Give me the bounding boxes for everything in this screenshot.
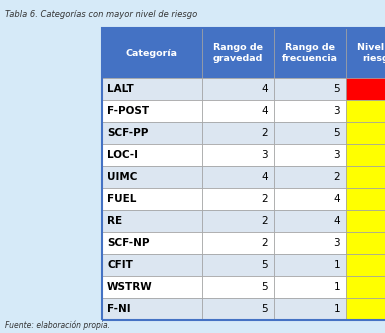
Bar	[202, 188, 274, 210]
Bar	[102, 210, 202, 232]
Text: Rango de
gravedad: Rango de gravedad	[213, 43, 263, 63]
Bar	[202, 144, 274, 166]
Text: 1: 1	[333, 282, 340, 292]
Bar	[346, 210, 385, 232]
Bar	[202, 276, 274, 298]
Bar	[274, 28, 346, 78]
Text: 5: 5	[333, 84, 340, 94]
Text: 5: 5	[261, 282, 268, 292]
Text: RE: RE	[107, 216, 122, 226]
Bar	[102, 100, 202, 122]
Text: SCF-PP: SCF-PP	[107, 128, 148, 138]
Bar	[202, 254, 274, 276]
Text: LOC-I: LOC-I	[107, 150, 138, 160]
Bar	[102, 298, 202, 320]
Text: SCF-NP: SCF-NP	[107, 238, 149, 248]
Text: 3: 3	[333, 150, 340, 160]
Bar	[274, 122, 346, 144]
Text: F-NI: F-NI	[107, 304, 131, 314]
Bar	[102, 188, 202, 210]
Bar	[346, 100, 385, 122]
Bar	[102, 232, 202, 254]
Text: F-POST: F-POST	[107, 106, 149, 116]
Bar	[102, 78, 202, 100]
Text: 2: 2	[261, 238, 268, 248]
Text: LALT: LALT	[107, 84, 134, 94]
Bar	[346, 166, 385, 188]
Bar	[102, 144, 202, 166]
Bar	[274, 232, 346, 254]
Bar	[202, 232, 274, 254]
Text: 3: 3	[333, 106, 340, 116]
Bar	[102, 28, 202, 78]
Text: 2: 2	[261, 194, 268, 204]
Text: 5: 5	[333, 128, 340, 138]
Text: 3: 3	[261, 150, 268, 160]
Text: Categoría: Categoría	[126, 49, 178, 58]
Text: 2: 2	[333, 172, 340, 182]
Bar	[274, 166, 346, 188]
Bar	[346, 122, 385, 144]
Bar	[274, 254, 346, 276]
Bar	[346, 188, 385, 210]
Text: 5: 5	[261, 260, 268, 270]
Text: 3: 3	[333, 238, 340, 248]
Bar	[346, 232, 385, 254]
Bar	[202, 78, 274, 100]
Bar	[346, 254, 385, 276]
Bar	[202, 122, 274, 144]
Text: 2: 2	[261, 128, 268, 138]
Text: 2: 2	[261, 216, 268, 226]
Bar	[346, 144, 385, 166]
Text: 1: 1	[333, 304, 340, 314]
Text: 4: 4	[261, 84, 268, 94]
Bar	[102, 276, 202, 298]
Text: UIMC: UIMC	[107, 172, 137, 182]
Text: 4: 4	[261, 172, 268, 182]
Text: 4: 4	[333, 194, 340, 204]
Text: Tabla 6. Categorías con mayor nivel de riesgo: Tabla 6. Categorías con mayor nivel de r…	[5, 10, 197, 19]
Bar	[102, 122, 202, 144]
Bar	[346, 78, 385, 100]
Bar	[102, 166, 202, 188]
Bar	[346, 276, 385, 298]
Bar	[274, 78, 346, 100]
Text: 1: 1	[333, 260, 340, 270]
Bar	[346, 28, 385, 78]
Bar	[274, 210, 346, 232]
Bar	[202, 100, 274, 122]
Text: WSTRW: WSTRW	[107, 282, 153, 292]
Text: 4: 4	[333, 216, 340, 226]
Bar	[346, 298, 385, 320]
Bar	[202, 298, 274, 320]
Bar	[274, 298, 346, 320]
Bar	[202, 28, 274, 78]
Bar	[274, 188, 346, 210]
Text: Rango de
frecuencia: Rango de frecuencia	[282, 43, 338, 63]
Text: 4: 4	[261, 106, 268, 116]
Text: CFIT: CFIT	[107, 260, 133, 270]
Bar	[102, 28, 385, 320]
Bar	[202, 210, 274, 232]
Bar	[274, 100, 346, 122]
Bar	[202, 166, 274, 188]
Text: Nivel de
riesgo: Nivel de riesgo	[357, 43, 385, 63]
Text: Fuente: elaboración propia.: Fuente: elaboración propia.	[5, 320, 110, 329]
Text: 5: 5	[261, 304, 268, 314]
Text: FUEL: FUEL	[107, 194, 136, 204]
Bar	[274, 144, 346, 166]
Bar	[274, 276, 346, 298]
Bar	[102, 254, 202, 276]
